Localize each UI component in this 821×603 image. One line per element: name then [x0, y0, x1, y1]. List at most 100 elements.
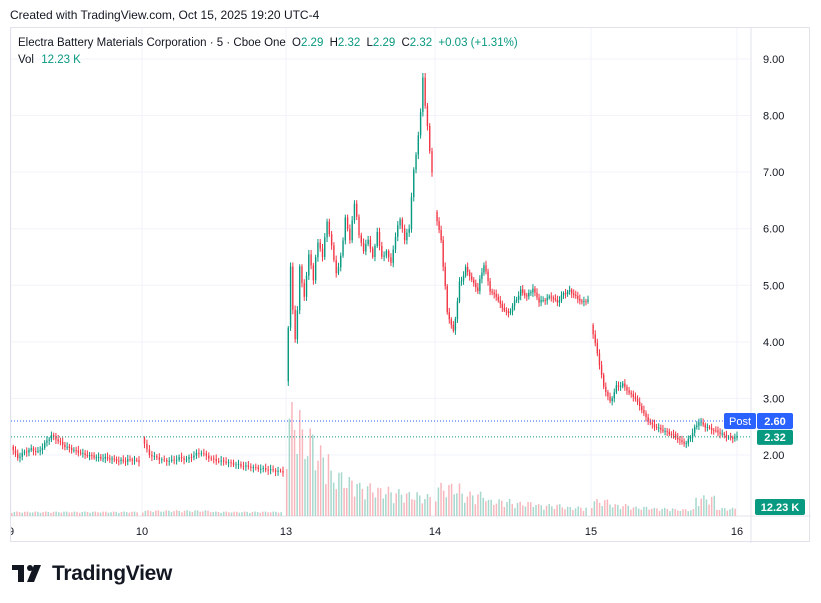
candle-body: [431, 151, 433, 173]
candle-body: [262, 468, 264, 469]
volume-bar: [490, 499, 492, 516]
volume-bar: [351, 480, 353, 516]
candle-body: [464, 266, 467, 276]
volume-bar: [569, 507, 572, 516]
candle-body: [560, 295, 563, 301]
volume-bar: [136, 512, 138, 516]
candle-body: [188, 457, 190, 460]
volume-bar: [532, 506, 535, 516]
volume-bar: [716, 509, 718, 516]
candle-body: [609, 396, 611, 402]
volume-bar: [440, 482, 442, 516]
volume-bar: [29, 512, 31, 516]
volume-bar: [606, 499, 609, 516]
candle-body: [163, 459, 165, 461]
candle-body: [392, 249, 394, 263]
candle-body: [215, 458, 217, 462]
volume-bar: [535, 504, 537, 516]
candle-body: [550, 296, 552, 298]
tradingview-logo[interactable]: TradingView: [12, 560, 172, 588]
volume-bar: [421, 503, 424, 516]
volume-bar: [561, 507, 564, 516]
candle-body: [723, 433, 726, 435]
candle-body: [475, 283, 477, 288]
candle-body: [691, 432, 694, 438]
candle-body: [64, 444, 66, 448]
volume-bar: [86, 512, 89, 516]
volume-bar: [703, 495, 705, 516]
candle-body: [415, 154, 417, 170]
candle-body: [670, 434, 673, 435]
volume-bar: [630, 509, 632, 516]
candle-body: [394, 236, 397, 250]
candle-body: [337, 267, 340, 274]
candle-body: [321, 248, 324, 257]
candle-body: [532, 288, 534, 293]
volume-bar: [309, 428, 311, 516]
candle-body: [35, 451, 37, 452]
candle-body: [674, 434, 677, 438]
volume-bar: [173, 511, 175, 516]
change-value: +0.03 (+1.31%): [438, 37, 518, 49]
volume-bar: [540, 505, 543, 516]
candle-body: [658, 427, 660, 429]
price-chart[interactable]: 9.00 8.00 7.00 6.00 5.00 4.00 3.00 2.00 9 10 13 14 1…: [11, 28, 811, 543]
volume-bar: [168, 510, 170, 516]
candle-body: [622, 383, 624, 387]
volume-bar: [186, 510, 188, 516]
candle-body: [30, 448, 32, 450]
candle-body: [446, 286, 448, 313]
post-badge-label: Post: [729, 416, 751, 428]
candle-body: [230, 462, 232, 464]
volume-bar: [81, 511, 84, 516]
volume-bar: [170, 512, 173, 516]
volume-bar: [374, 497, 377, 516]
chart-caption: Created with TradingView.com, Oct 15, 20…: [10, 8, 320, 22]
volume-bar: [340, 472, 343, 516]
volume-bar: [317, 460, 319, 516]
volume-bar: [666, 509, 669, 516]
candle-body: [548, 296, 550, 298]
volume-bar: [609, 504, 611, 516]
volume-bar: [369, 483, 371, 516]
candle-body: [93, 455, 95, 458]
volume-bar: [537, 504, 540, 516]
volume-bar: [178, 510, 181, 516]
volume-bar: [89, 512, 91, 516]
volume-label: Vol: [18, 54, 34, 66]
candle-body: [369, 239, 372, 249]
volume-bar: [604, 500, 606, 516]
volume-bar: [304, 458, 306, 516]
volume-bar: [76, 511, 78, 516]
volume-bar: [42, 512, 44, 516]
candle-body: [217, 461, 220, 462]
volume-bar: [212, 511, 214, 516]
candle-body: [124, 461, 127, 462]
candle-body: [257, 467, 259, 470]
post-price-badge: [757, 413, 793, 430]
candle-body: [88, 455, 91, 457]
candle-body: [542, 300, 544, 301]
candle-body: [235, 464, 237, 466]
candle-body: [626, 387, 628, 391]
candle-body: [672, 434, 675, 436]
volume-bar: [627, 505, 629, 516]
volume-bar: [246, 511, 248, 516]
chart-frame[interactable]: 9.00 8.00 7.00 6.00 5.00 4.00 3.00 2.00 9 10 13 14 1…: [10, 27, 811, 543]
price-tick-label: 4.00: [763, 337, 784, 349]
volume-bar: [366, 486, 369, 516]
volume-bar: [669, 511, 671, 516]
candle-body: [242, 466, 245, 468]
post-price-value: 2.60: [764, 416, 785, 428]
candle-body: [424, 77, 426, 106]
candle-body: [208, 455, 210, 459]
volume-bar: [705, 499, 708, 516]
candle-body: [161, 459, 163, 461]
candle-body: [617, 385, 620, 387]
volume-bar: [353, 496, 356, 516]
candle-body: [429, 125, 431, 152]
candle-body: [303, 283, 305, 297]
candle-body: [342, 240, 344, 256]
volume-bar: [31, 512, 34, 516]
candle-body: [713, 430, 715, 431]
